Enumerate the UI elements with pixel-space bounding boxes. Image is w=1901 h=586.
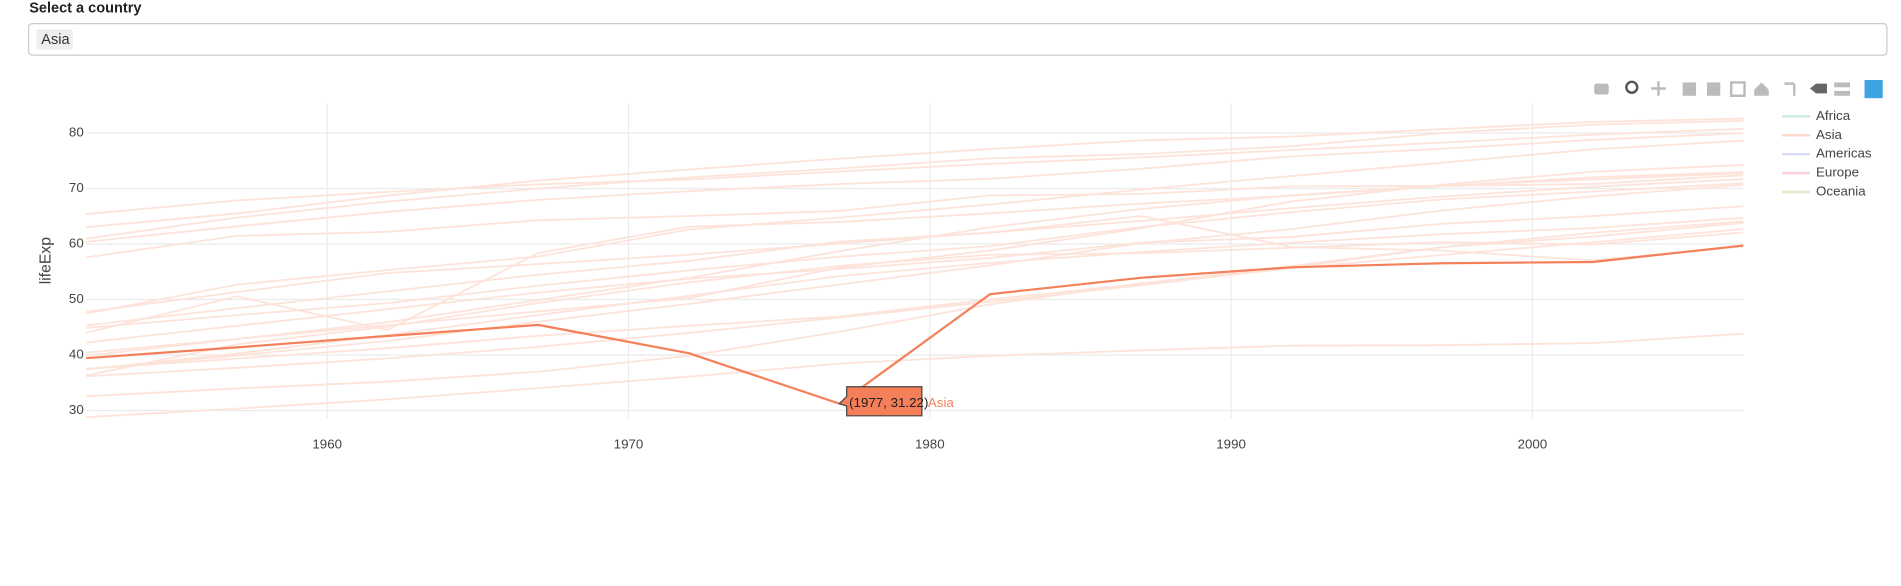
series-line	[86, 119, 1744, 240]
camera-button[interactable]	[1594, 83, 1609, 95]
legend-label: Asia	[1816, 127, 1843, 142]
hover-box	[838, 386, 923, 417]
y-tick-label: 50	[69, 291, 84, 306]
zoom-in-button[interactable]	[1682, 82, 1697, 96]
series-line	[86, 174, 1744, 259]
plot: 30 40 50 60 70 80 1960 1970 1980 1990 2000 lifeExp A…	[37, 103, 1872, 451]
plotly-logo[interactable]	[1864, 80, 1883, 99]
zoom-out-button[interactable]	[1706, 82, 1721, 96]
legend-label: Americas	[1816, 146, 1872, 161]
hover-label: (1977, 31.22)	[849, 395, 928, 410]
series-line	[86, 127, 1744, 215]
x-tick-label: 2000	[1518, 436, 1548, 451]
zoom-button[interactable]	[1625, 80, 1639, 94]
series-line	[86, 220, 1744, 370]
x-tick-label: 1960	[312, 436, 342, 451]
legend-label: Europe	[1816, 165, 1859, 180]
dropdown[interactable]	[27, 23, 1888, 56]
y-axis-title: lifeExp	[37, 237, 54, 285]
modebar	[1594, 80, 1883, 99]
y-tick-label: 60	[69, 236, 84, 251]
series-line	[86, 164, 1744, 354]
hover-compare-button-2[interactable]	[1834, 90, 1850, 96]
series-line	[86, 205, 1744, 344]
x-tick-label: 1990	[1216, 436, 1246, 451]
y-tick-label: 70	[69, 180, 84, 195]
hover-name: Asia	[928, 395, 955, 410]
y-tick-label: 80	[69, 125, 84, 140]
dropdown-chip[interactable]	[36, 29, 73, 50]
y-tick-label: 40	[69, 346, 84, 361]
series-line	[86, 332, 1744, 419]
series-line	[86, 132, 1744, 243]
series-line	[85, 171, 1744, 334]
series-line	[86, 244, 1744, 405]
legend-label: Oceania	[1816, 184, 1866, 199]
hover-closest-button[interactable]	[1809, 83, 1827, 94]
series-line	[86, 215, 1744, 327]
reset-button[interactable]	[1754, 82, 1769, 96]
spike-button[interactable]	[1784, 82, 1796, 96]
series-line	[86, 183, 1744, 370]
pan-button[interactable]	[1651, 81, 1666, 96]
series-line	[85, 139, 1744, 315]
series-line	[85, 231, 1744, 377]
dropdown-value: Asia	[41, 32, 70, 48]
series-line	[86, 178, 1744, 313]
autoscale-button[interactable]	[1729, 81, 1746, 97]
x-tick-label: 1980	[915, 436, 945, 451]
dropdown-label: Select a country	[29, 0, 141, 16]
legend-label: Africa	[1816, 108, 1851, 123]
hover-compare-button[interactable]	[1834, 82, 1850, 88]
series-line	[86, 117, 1744, 229]
x-tick-label: 1970	[614, 436, 644, 451]
series-line	[86, 182, 1744, 329]
y-tick-label: 30	[69, 402, 84, 417]
